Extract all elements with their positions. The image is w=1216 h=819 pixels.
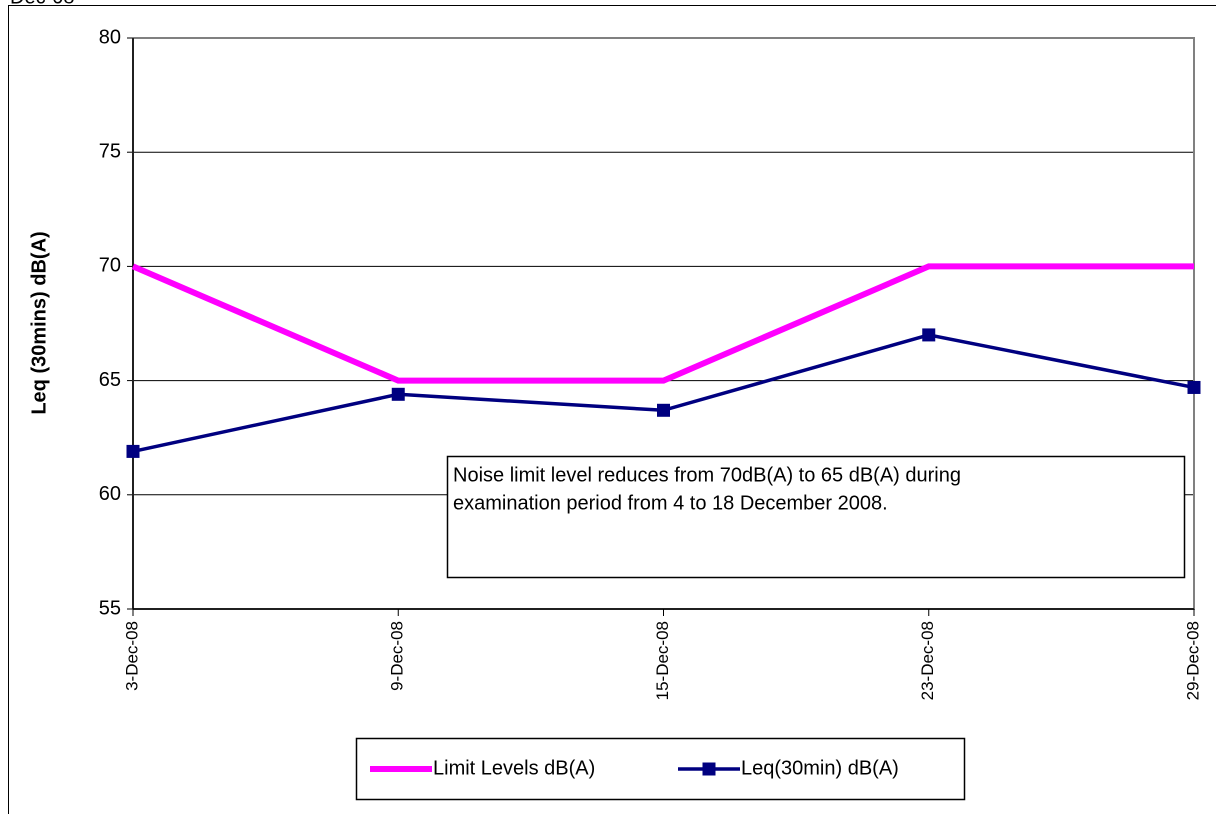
annotation-text: examination period from 4 to 18 December…: [453, 492, 888, 514]
legend-label: Limit Levels dB(A): [433, 757, 595, 779]
point-marker: [127, 445, 140, 458]
chart-title: Dec-08: [10, 0, 74, 8]
y-tick-label: 60: [99, 483, 121, 505]
y-tick-label: 70: [99, 255, 121, 277]
annotation-text: Noise limit level reduces from 70dB(A) t…: [453, 464, 961, 486]
point-marker: [922, 328, 935, 341]
point-marker: [657, 404, 670, 417]
x-tick-label: 15-Dec-08: [653, 621, 672, 700]
x-tick-label: 9-Dec-08: [388, 621, 407, 691]
y-tick-label: 80: [99, 26, 121, 48]
x-tick-label: 23-Dec-08: [918, 621, 937, 700]
point-marker: [1188, 381, 1201, 394]
legend-label: Leq(30min) dB(A): [741, 757, 899, 779]
x-tick-label: 29-Dec-08: [1183, 621, 1202, 700]
legend-marker: [703, 763, 716, 776]
y-tick-label: 65: [99, 369, 121, 391]
y-axis-label: Leq (30mins) dB(A): [28, 231, 50, 414]
y-tick-label: 55: [99, 597, 121, 619]
chart-frame: [9, 6, 1216, 815]
y-tick-label: 75: [99, 140, 121, 162]
point-marker: [392, 388, 405, 401]
x-tick-label: 3-Dec-08: [122, 621, 141, 691]
